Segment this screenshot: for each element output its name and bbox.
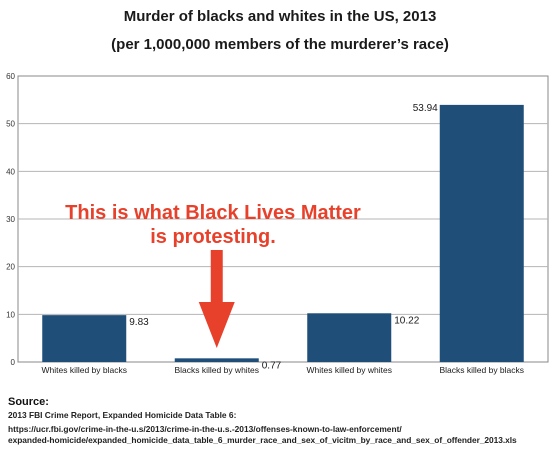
- category-label: Whites killed by whites: [306, 365, 392, 375]
- bar-chart: 0 10 20 30 40 50 60 9.83 Whites killed by blacks…: [6, 72, 549, 375]
- category-label: Blacks killed by blacks: [439, 365, 524, 375]
- annotation-text-line2: is protesting.: [150, 226, 276, 248]
- bar: [42, 315, 127, 362]
- chart-subtitle: (per 1,000,000 members of the murderer’s…: [111, 36, 449, 53]
- bar: [439, 104, 524, 363]
- y-tick-label: 20: [6, 263, 15, 272]
- value-label: 9.83: [129, 317, 149, 328]
- value-label: 0.77: [262, 360, 282, 371]
- annotation-text-line1: This is what Black Lives Matter: [65, 202, 361, 224]
- bar: [174, 358, 259, 362]
- y-tick-label: 50: [6, 120, 15, 129]
- annotation-arrow-shaft: [210, 250, 223, 305]
- value-label: 53.94: [413, 103, 438, 114]
- y-tick-label: 60: [6, 72, 15, 81]
- bar: [307, 313, 392, 362]
- source-url-line1[interactable]: https://ucr.fbi.gov/crime-in-the-u.s/201…: [8, 424, 402, 434]
- value-label: 10.22: [394, 315, 419, 326]
- category-label: Whites killed by blacks: [41, 365, 127, 375]
- annotation-arrow-head: [198, 302, 235, 348]
- category-label: Blacks killed by whites: [174, 365, 259, 375]
- source-heading: Source:: [8, 396, 49, 408]
- y-tick-label: 0: [11, 358, 16, 367]
- y-tick-label: 10: [6, 310, 15, 319]
- chart-title: Murder of blacks and whites in the US, 2…: [123, 8, 437, 25]
- source-url-line2[interactable]: expanded-homicide/expanded_homicide_data…: [8, 435, 517, 445]
- y-tick-label: 40: [6, 167, 15, 176]
- source-report: 2013 FBI Crime Report, Expanded Homicide…: [8, 410, 237, 420]
- y-tick-label: 30: [6, 215, 15, 224]
